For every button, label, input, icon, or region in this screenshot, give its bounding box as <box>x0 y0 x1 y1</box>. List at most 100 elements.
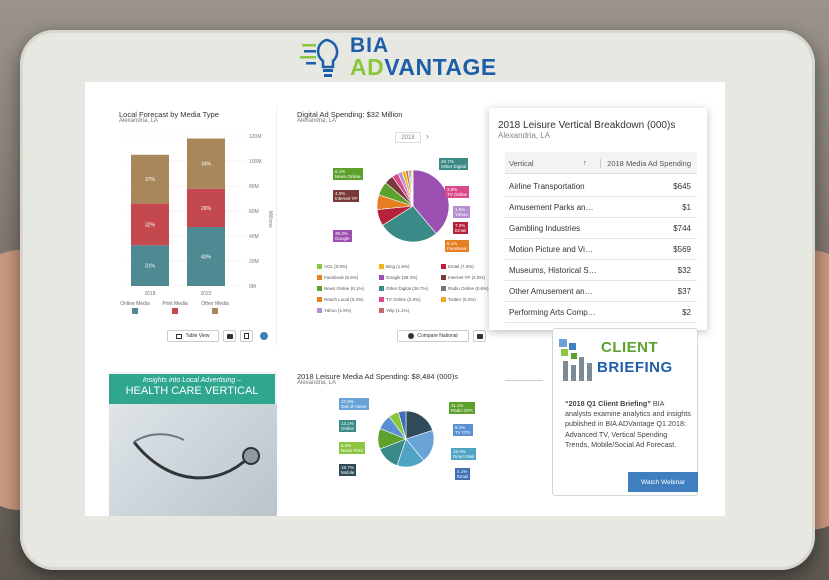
spending-cell: $2 <box>682 308 691 317</box>
table-icon <box>176 333 183 339</box>
legend-item[interactable]: Facebook (6.5%) <box>317 275 359 281</box>
legend-swatch <box>379 264 384 270</box>
forecast-subtitle: Alexandria, LA <box>119 118 159 124</box>
legend-label: Yahoo (1.9%) <box>324 308 352 313</box>
bar-data-label: 26% <box>201 206 212 212</box>
pie-callout-label: 6.1% Facebook <box>445 240 469 253</box>
bia-advantage-logo: BIA ADVANTAGE <box>300 32 510 82</box>
spending-cell: $744 <box>673 224 691 233</box>
client-briefing-logo-icon <box>559 339 592 381</box>
digital-print-button[interactable] <box>473 330 486 342</box>
spending-cell: $1 <box>682 203 691 212</box>
legend-item[interactable]: Yelp (1.1%) <box>379 308 409 314</box>
legend-swatch <box>317 264 322 270</box>
legend-item[interactable]: Twitter (0.4%) <box>441 297 476 303</box>
legend-label: Reach Local (0.4%) <box>324 297 364 302</box>
pie-slice[interactable] <box>411 169 414 207</box>
legend-label: Other Media <box>201 301 229 307</box>
print-button[interactable] <box>223 330 236 342</box>
export-icon <box>244 333 249 339</box>
year-selector[interactable]: 2018 <box>395 132 421 143</box>
legend-label: Facebook (6.5%) <box>324 275 359 280</box>
compare-icon <box>408 333 415 339</box>
legend-swatch <box>132 308 138 314</box>
bar-segment[interactable] <box>131 154 169 204</box>
y-tick-label: 60M <box>249 209 259 215</box>
x-tick-label: 2022 <box>200 291 211 297</box>
legend-label: Online Media <box>120 301 150 307</box>
column-vertical[interactable]: Vertical <box>509 159 534 168</box>
leisure-table-panel: 2018 Leisure Vertical Breakdown (000)s A… <box>489 108 707 330</box>
sort-arrow-icon[interactable]: ↑ <box>583 158 587 167</box>
pie-slice[interactable] <box>382 205 437 243</box>
leisure-media-pie-chart <box>377 410 435 468</box>
table-row[interactable]: Gambling Industries $744 <box>505 218 697 239</box>
legend-swatch <box>441 264 446 270</box>
pie-slice[interactable] <box>398 410 407 440</box>
watch-webinar-button[interactable]: Watch Webinar <box>628 472 698 492</box>
dashboard-screen: Local Forecast by Media Type Alexandria,… <box>85 82 725 516</box>
table-row[interactable]: Museums, Historical Sites $32 <box>505 260 697 281</box>
legend-item[interactable]: Yahoo (1.9%) <box>317 308 352 314</box>
leisure-table-subtitle: Alexandria, LA <box>498 131 551 140</box>
legend-item[interactable]: Email (7.3%) <box>441 264 474 270</box>
table-row[interactable]: Airline Transportation $645 <box>505 176 697 197</box>
leisure-media-subtitle: Alexandria, LA <box>297 380 337 386</box>
legend-item[interactable]: Google (38.3%) <box>379 275 418 281</box>
legend-item[interactable]: Radio Online (0.6%) <box>441 286 489 292</box>
pie-callout-label: 11.1% Radio OTA <box>449 402 475 415</box>
pie-callout-label: 17.9% Out of Home <box>339 398 369 411</box>
briefing-word: BRIEFING <box>597 359 673 376</box>
table-row[interactable]: Motion Picture and Video $569 <box>505 239 697 260</box>
export-button[interactable] <box>240 330 253 342</box>
legend-swatch <box>379 286 384 292</box>
legend-item[interactable]: AOL (0.8%) <box>317 264 347 270</box>
compare-national-button[interactable]: Compare National <box>397 330 469 342</box>
legend-item[interactable]: News Online (6.1%) <box>317 286 364 292</box>
legend-label: Bing (1.6%) <box>386 264 410 269</box>
leisure-media-panel: 2018 Leisure Media Ad Spending: $8,484 (… <box>293 368 489 516</box>
pie-callout-label: 2.8% TV Online <box>445 186 470 199</box>
legend-swatch <box>317 275 322 281</box>
client-briefing-description: “2018 Q1 Client Briefing” BIA analysts e… <box>565 399 691 449</box>
legend-label: Internet YP (4.0%) <box>448 275 485 280</box>
table-row[interactable]: Other Amusement and Recreation $37 <box>505 281 697 302</box>
y-axis-label: Millions <box>267 211 273 228</box>
vertical-cell: Airline Transportation <box>509 182 585 191</box>
forecast-bar-chart: 0M 20M 40M 60M 80M 100M 120M Millions 31% 32% 37% 2… <box>120 134 273 314</box>
legend-item[interactable]: Internet YP (4.0%) <box>441 275 485 281</box>
y-tick-label: 80M <box>249 184 259 190</box>
leisure-table-header: Vertical ↑ 2018 Media Ad Spending <box>505 152 697 174</box>
column-spending[interactable]: 2018 Media Ad Spending <box>600 159 691 168</box>
y-tick-label: 20M <box>249 259 259 265</box>
table-row[interactable]: Amusement Parks and Arcades $1 <box>505 197 697 218</box>
pie-callout-label: 6.1% News Online <box>333 168 363 181</box>
pie-callout-label: 18.7% Mobile <box>339 464 357 477</box>
legend-item[interactable]: Other Digital (26.7%) <box>379 286 428 292</box>
spending-cell: $32 <box>677 266 691 275</box>
stethoscope-icon <box>132 433 260 480</box>
pie-callout-label: 15.0% Direct Mail <box>451 448 477 461</box>
healthcare-banner: Insights into Local Advertising – HEALTH… <box>109 374 275 404</box>
bar-segment[interactable] <box>131 245 169 286</box>
bar-segment[interactable] <box>187 188 225 227</box>
forecast-panel: Local Forecast by Media Type Alexandria,… <box>115 106 277 346</box>
info-button[interactable] <box>257 330 270 342</box>
leisure-media-title: 2018 Leisure Media Ad Spending: $8,484 (… <box>297 372 458 381</box>
bar-segment[interactable] <box>187 227 225 286</box>
legend-label: Twitter (0.4%) <box>448 297 476 302</box>
legend-swatch <box>441 275 446 281</box>
table-row[interactable]: Performing Arts Companies $2 <box>505 302 697 323</box>
bar-segment[interactable] <box>131 203 169 246</box>
legend-item[interactable]: Bing (1.6%) <box>379 264 410 270</box>
y-tick-label: 120M <box>249 134 262 140</box>
legend-item[interactable]: Reach Local (0.4%) <box>317 297 364 303</box>
legend-label: Google (38.3%) <box>386 275 418 280</box>
legend-item[interactable]: TV Online (2.8%) <box>379 297 421 303</box>
next-year-arrow[interactable]: › <box>426 131 429 141</box>
healthcare-subtitle: Insights into Local Advertising – <box>142 377 242 384</box>
table-view-button[interactable]: Table View <box>167 330 219 342</box>
bar-segment[interactable] <box>187 138 225 189</box>
print-icon <box>476 333 483 339</box>
divider-line <box>505 380 543 381</box>
